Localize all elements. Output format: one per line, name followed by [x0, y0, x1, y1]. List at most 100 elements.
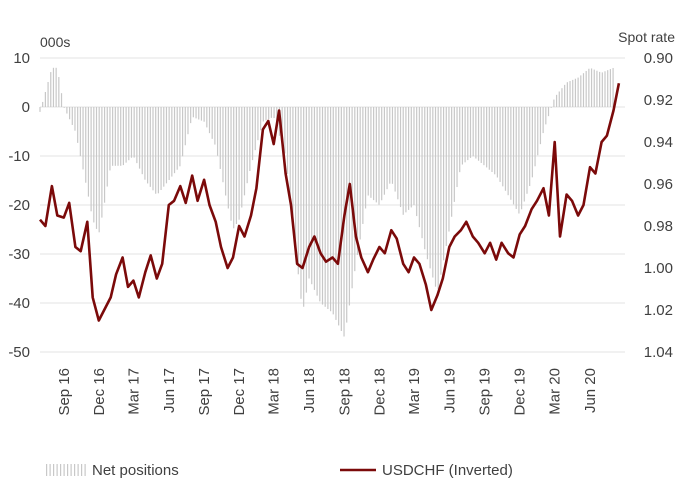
net-position-bar	[313, 107, 316, 290]
net-position-bar	[373, 107, 375, 201]
right-tick-label: 1.04	[644, 344, 673, 361]
net-position-bar	[440, 107, 442, 275]
x-tick-label: Sep 16	[56, 368, 73, 416]
net-position-bar	[203, 107, 205, 122]
net-position-bar	[297, 107, 299, 275]
net-position-bar	[55, 67, 57, 107]
net-position-bar	[198, 107, 200, 120]
net-position-bar	[152, 107, 154, 191]
net-position-bar	[163, 107, 165, 187]
net-position-bar	[472, 107, 474, 157]
net-position-bar	[596, 70, 598, 107]
net-position-bar	[590, 68, 593, 107]
net-position-bar	[332, 107, 334, 315]
net-position-bar	[93, 107, 95, 223]
net-position-bar	[531, 107, 533, 178]
net-position-bar	[467, 107, 469, 161]
net-position-bar	[230, 107, 232, 221]
net-position-bar	[494, 107, 496, 175]
net-position-bar	[79, 107, 81, 157]
net-position-bar	[429, 107, 431, 269]
net-position-bar	[211, 107, 213, 139]
net-position-bar	[63, 107, 65, 108]
net-position-bar	[356, 107, 359, 255]
net-position-bar	[173, 107, 176, 174]
net-position-bar	[233, 107, 235, 229]
net-position-bar	[507, 107, 509, 196]
net-position-bar	[518, 107, 520, 214]
net-position-bar	[391, 107, 394, 184]
net-position-bar	[534, 107, 536, 167]
net-position-bar	[553, 99, 555, 107]
net-position-bar	[408, 107, 410, 210]
net-position-bar	[410, 107, 412, 208]
net-position-bar	[208, 107, 211, 134]
net-position-bar	[155, 107, 157, 194]
net-position-bar	[480, 107, 482, 163]
net-position-bar	[386, 107, 388, 190]
net-position-bar	[491, 107, 493, 173]
left-axis-unit-label: 000s	[40, 34, 70, 50]
legend-bar-swatch	[56, 464, 58, 476]
net-position-bar	[593, 69, 595, 107]
net-position-bar	[405, 107, 407, 213]
net-position-bar	[499, 107, 501, 182]
net-position-bar	[526, 107, 528, 194]
net-position-bar	[305, 107, 307, 293]
net-position-bar	[117, 107, 119, 166]
usdchf-line-layer	[39, 82, 621, 322]
net-position-bar	[265, 107, 267, 121]
legend-net-positions-label: Net positions	[92, 462, 179, 479]
net-position-bar	[523, 107, 525, 202]
right-tick-label: 0.96	[644, 176, 673, 193]
x-tick-label: Dec 19	[512, 368, 529, 416]
x-tick-label: Jun 20	[582, 368, 599, 413]
net-position-bar	[359, 107, 361, 240]
net-position-bar	[569, 81, 571, 107]
net-position-bar	[141, 107, 143, 175]
net-position-bar	[122, 107, 125, 166]
legend-bar-swatch	[49, 464, 51, 476]
net-position-bar	[364, 107, 367, 209]
net-position-bar	[362, 107, 364, 224]
axes: 000s Spot rate 10 0 -10 -20 -30 -40 -50 0.90 0.9…	[8, 29, 675, 416]
net-position-bar	[262, 107, 264, 122]
net-position-bar	[502, 107, 504, 187]
net-position-bar	[147, 107, 149, 184]
net-position-bar	[68, 107, 71, 120]
net-position-bar	[367, 107, 369, 196]
net-position-bar	[42, 101, 44, 107]
net-position-bar	[394, 107, 396, 192]
net-position-bar	[335, 107, 337, 320]
net-position-bar	[238, 107, 240, 220]
net-position-bar	[577, 77, 579, 107]
x-tick-label: Jun 17	[161, 368, 178, 413]
net-position-bar	[319, 107, 321, 302]
net-position-bar	[469, 107, 472, 158]
net-position-bar	[157, 107, 159, 194]
net-position-bar	[561, 88, 563, 107]
net-position-bar	[542, 107, 544, 134]
usdchf-line	[39, 82, 621, 322]
net-position-bar	[510, 107, 512, 200]
legend-bar-swatch	[67, 464, 69, 476]
net-position-bar	[58, 77, 60, 107]
left-tick-label: -10	[8, 148, 30, 165]
net-position-bar	[461, 107, 464, 165]
x-tick-label: Sep 18	[336, 368, 353, 416]
net-position-bar	[512, 107, 515, 205]
net-position-bar	[604, 71, 606, 107]
net-position-bar	[286, 107, 289, 174]
net-position-bar	[227, 107, 229, 209]
net-position-bar	[445, 107, 447, 246]
net-position-bar	[402, 107, 404, 215]
net-position-bar	[308, 107, 310, 279]
net-position-bar	[192, 107, 194, 118]
net-position-bar	[437, 107, 439, 290]
net-position-bar	[77, 107, 79, 143]
net-position-bar	[453, 107, 455, 202]
x-tick-label: Mar 19	[406, 368, 423, 415]
net-position-bar	[327, 107, 329, 310]
net-position-bar	[200, 107, 203, 121]
net-position-bar	[558, 91, 560, 107]
